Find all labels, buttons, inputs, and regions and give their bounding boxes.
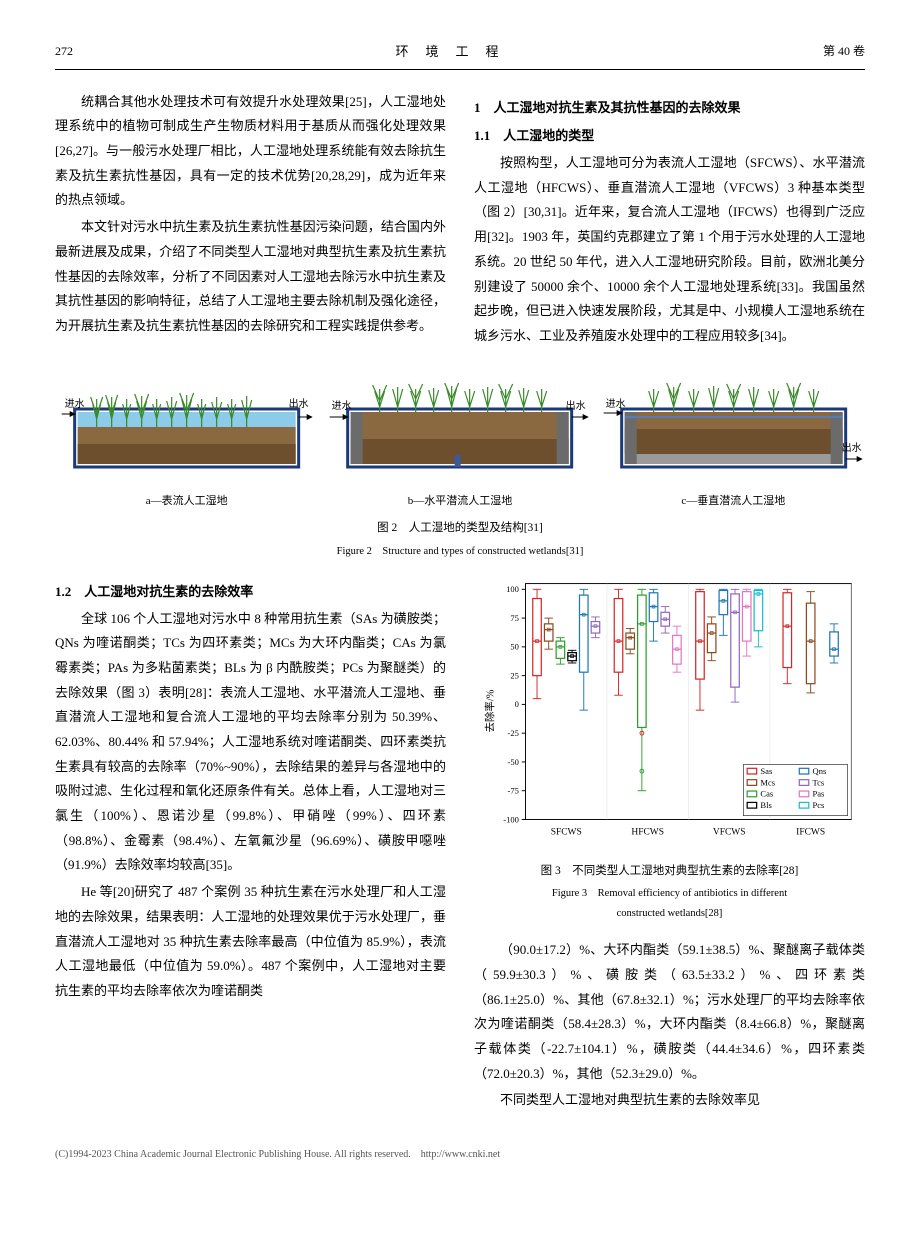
fig3-title-en1: Figure 3 Removal efficiency of antibioti… <box>474 884 865 904</box>
svg-text:Bls: Bls <box>760 800 771 810</box>
figure-2: 进水 出水 a—表流人工湿地 <box>55 369 865 513</box>
fig3-title-en2: constructed wetlands[28] <box>474 904 865 924</box>
volume: 第 40 卷 <box>823 40 865 65</box>
svg-text:SFCWS: SFCWS <box>551 828 582 838</box>
svg-text:50: 50 <box>510 642 519 652</box>
para: （90.0±17.2）%、大环内酯类（59.1±38.5）%、聚醚离子载体类（5… <box>474 938 865 1086</box>
right-column-top: 1 人工湿地对抗生素及其抗性基因的去除效果 1.1 人工湿地的类型 按照构型，人… <box>474 90 865 351</box>
wetland-c-svg: 进水 出水 <box>602 369 865 479</box>
para: 全球 106 个人工湿地对污水中 8 种常用抗生素（SAs 为磺胺类；QNs 为… <box>55 607 446 879</box>
section-1-2-title: 1.2 人工湿地对抗生素的去除效率 <box>55 580 446 605</box>
svg-text:出水: 出水 <box>841 441 861 454</box>
svg-text:-25: -25 <box>508 728 519 738</box>
svg-text:Pcs: Pcs <box>813 800 825 810</box>
fig2-title-cn: 图 2 人工湿地的类型及结构[31] <box>55 518 865 540</box>
svg-text:0: 0 <box>515 699 519 709</box>
svg-text:HFCWS: HFCWS <box>631 828 664 838</box>
wetland-c: 进水 出水 c—垂直潜流人工湿地 <box>602 369 865 513</box>
svg-text:Pas: Pas <box>813 789 825 799</box>
svg-text:IFCWS: IFCWS <box>796 828 825 838</box>
fig3-title-cn: 图 3 不同类型人工湿地对典型抗生素的去除率[28] <box>474 861 865 883</box>
footer-url: http://www.cnki.net <box>421 1149 500 1160</box>
footer: (C)1994-2023 China Academic Journal Elec… <box>55 1145 865 1164</box>
fig2-title-en: Figure 2 Structure and types of construc… <box>55 542 865 562</box>
svg-text:-100: -100 <box>503 814 519 824</box>
inflow-label: 进水 <box>65 398 85 410</box>
svg-text:VFCWS: VFCWS <box>713 828 746 838</box>
svg-text:去除率/%: 去除率/% <box>483 689 496 732</box>
left-column-top: 统耦合其他水处理技术可有效提升水处理效果[25]，人工湿地处理系统中的植物可制成… <box>55 90 446 351</box>
para: 统耦合其他水处理技术可有效提升水处理效果[25]，人工湿地处理系统中的植物可制成… <box>55 90 446 213</box>
top-columns: 统耦合其他水处理技术可有效提升水处理效果[25]，人工湿地处理系统中的植物可制成… <box>55 90 865 351</box>
svg-text:Mcs: Mcs <box>760 777 775 787</box>
svg-text:Qns: Qns <box>813 766 827 776</box>
para: 不同类型人工湿地对典型抗生素的去除效率见 <box>474 1088 865 1113</box>
svg-text:100: 100 <box>506 584 519 594</box>
svg-text:Tcs: Tcs <box>813 777 825 787</box>
svg-text:进水: 进水 <box>332 400 352 412</box>
svg-text:25: 25 <box>510 670 519 680</box>
svg-text:75: 75 <box>510 613 519 623</box>
page-header: 272 环 境 工 程 第 40 卷 <box>55 40 865 70</box>
fig3-svg: -100 -75 -50 -25 0 25 50 75 100 去除率/% SFCWS HFCWS VF… <box>474 576 865 846</box>
svg-text:Cas: Cas <box>760 789 773 799</box>
section-1-1-title: 1.1 人工湿地的类型 <box>474 124 865 149</box>
svg-text:进水: 进水 <box>605 398 625 410</box>
page-number: 272 <box>55 40 73 65</box>
wetland-a-caption: a—表流人工湿地 <box>55 491 318 512</box>
section-1-title: 1 人工湿地对抗生素及其抗性基因的去除效果 <box>474 96 865 121</box>
wetland-b: 进水 出水 b—水平潜流人工湿地 <box>328 369 591 513</box>
wetland-c-caption: c—垂直潜流人工湿地 <box>602 491 865 512</box>
bottom-columns: 1.2 人工湿地对抗生素的去除效率 全球 106 个人工湿地对污水中 8 种常用… <box>55 576 865 1115</box>
copyright: (C)1994-2023 China Academic Journal Elec… <box>55 1149 411 1160</box>
right-column-bottom: -100 -75 -50 -25 0 25 50 75 100 去除率/% SFCWS HFCWS VF… <box>474 576 865 1115</box>
para: 本文针对污水中抗生素及抗生素抗性基因污染问题，结合国内外最新进展及成果，介绍了不… <box>55 215 446 338</box>
svg-text:Sas: Sas <box>760 766 772 776</box>
wetland-a: 进水 出水 a—表流人工湿地 <box>55 369 318 513</box>
svg-text:-50: -50 <box>508 757 519 767</box>
journal-name: 环 境 工 程 <box>395 40 500 65</box>
para: He 等[20]研究了 487 个案例 35 种抗生素在污水处理厂和人工湿地的去… <box>55 880 446 1003</box>
figure-3: -100 -75 -50 -25 0 25 50 75 100 去除率/% SFCWS HFCWS VF… <box>474 576 865 855</box>
wetland-b-caption: b—水平潜流人工湿地 <box>328 491 591 512</box>
wetland-b-svg: 进水 出水 <box>328 369 591 479</box>
para: 按照构型，人工湿地可分为表流人工湿地（SFCWS）、水平潜流人工湿地（HFCWS… <box>474 151 865 349</box>
outflow-label: 出水 <box>289 397 309 410</box>
svg-text:-75: -75 <box>508 785 519 795</box>
wetland-a-svg: 进水 出水 <box>55 369 318 479</box>
left-column-bottom: 1.2 人工湿地对抗生素的去除效率 全球 106 个人工湿地对污水中 8 种常用… <box>55 576 446 1115</box>
svg-text:出水: 出水 <box>566 399 586 412</box>
